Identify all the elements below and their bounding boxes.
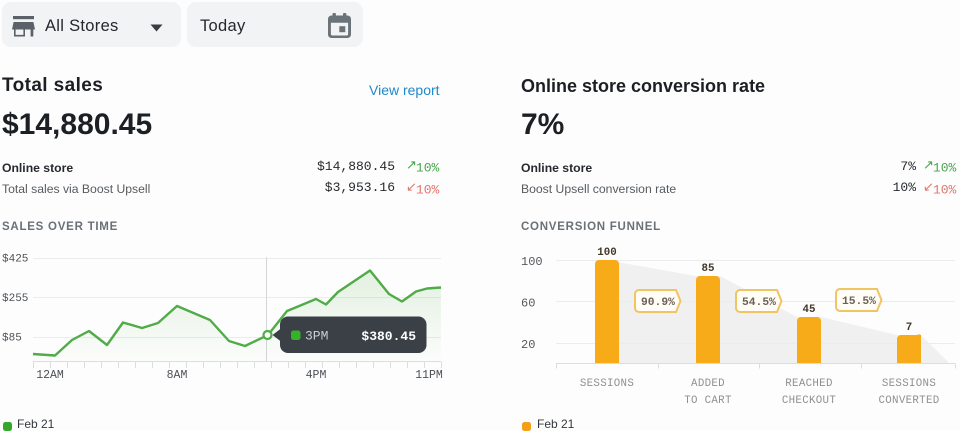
svg-text:4PM: 4PM	[306, 369, 327, 380]
svg-text:3PM: 3PM	[305, 329, 328, 344]
svg-text:45: 45	[803, 304, 816, 316]
svg-text:20: 20	[521, 338, 535, 352]
svg-text:$85: $85	[2, 333, 22, 345]
svg-text:REACHED: REACHED	[785, 378, 832, 390]
svg-text:$425: $425	[2, 254, 28, 266]
svg-text:TO CART: TO CART	[684, 395, 732, 405]
svg-text:SESSIONS: SESSIONS	[882, 378, 936, 390]
svg-text:8AM: 8AM	[167, 369, 188, 380]
svg-text:$255: $255	[2, 293, 28, 305]
svg-text:CONVERTED: CONVERTED	[878, 395, 939, 405]
svg-text:60: 60	[521, 297, 535, 311]
svg-text:12AM: 12AM	[36, 369, 64, 380]
svg-text:54.5%: 54.5%	[742, 297, 776, 309]
svg-text:$380.45: $380.45	[361, 329, 416, 344]
svg-text:11PM: 11PM	[415, 369, 443, 380]
svg-text:7: 7	[906, 322, 912, 334]
svg-text:100: 100	[521, 255, 543, 269]
svg-text:SESSIONS: SESSIONS	[580, 378, 634, 390]
svg-text:15.5%: 15.5%	[842, 296, 876, 308]
svg-text:100: 100	[597, 247, 616, 259]
svg-text:85: 85	[702, 263, 715, 275]
svg-text:90.9%: 90.9%	[641, 297, 675, 309]
svg-text:CHECKOUT: CHECKOUT	[782, 395, 836, 405]
svg-text:ADDED: ADDED	[691, 378, 725, 390]
